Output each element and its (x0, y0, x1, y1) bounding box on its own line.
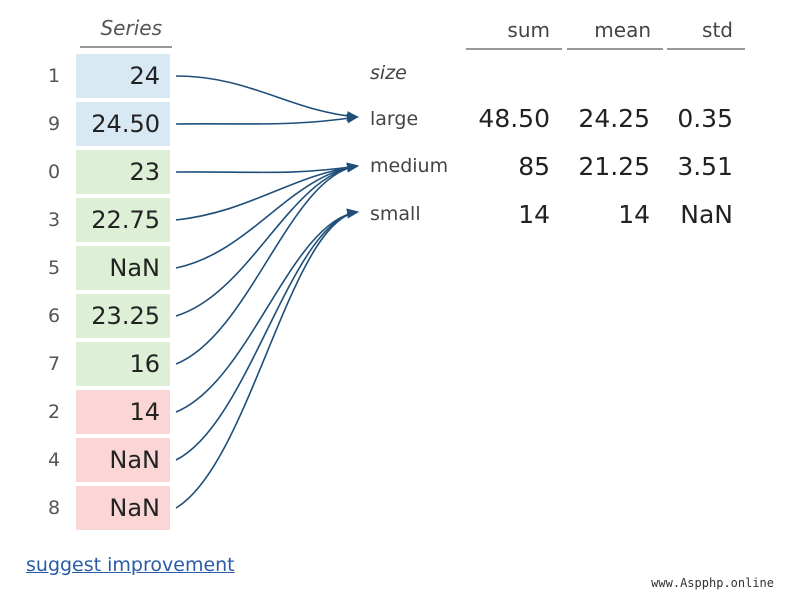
series-cell: 24 (76, 54, 170, 98)
series-cell: 16 (76, 342, 170, 386)
grouping-arrow (175, 162, 359, 365)
index-label: 2 (47, 401, 61, 423)
suggest-improvement-link[interactable]: suggest improvement (26, 554, 235, 576)
grouping-arrow (175, 162, 359, 174)
result-mean: 24.25 (578, 104, 650, 133)
index-label: 9 (47, 113, 61, 135)
grouping-arrow (175, 162, 359, 221)
column-header-mean: mean (567, 18, 663, 50)
index-label: 0 (47, 161, 61, 183)
index-label: 3 (47, 209, 61, 231)
result-std: 0.35 (677, 104, 733, 133)
series-header: Series (80, 16, 172, 48)
index-label: 8 (47, 497, 61, 519)
result-sum: 85 (518, 152, 550, 181)
grouping-arrow (175, 162, 359, 317)
grouping-arrow (175, 162, 359, 269)
group-key: small (370, 203, 421, 225)
index-name: size (370, 62, 407, 84)
series-cell: 24.50 (76, 102, 170, 146)
index-label: 5 (47, 257, 61, 279)
grouping-arrow (175, 208, 359, 509)
series-cell: NaN (76, 486, 170, 530)
series-cell: 23 (76, 150, 170, 194)
result-mean: 21.25 (578, 152, 650, 181)
index-label: 7 (47, 353, 61, 375)
result-std: 3.51 (677, 152, 733, 181)
result-sum: 48.50 (478, 104, 550, 133)
watermark: www.Aspphp.online (651, 576, 774, 590)
grouping-arrow (175, 113, 359, 125)
group-key: medium (370, 155, 449, 177)
index-label: 6 (47, 305, 61, 327)
series-cell: NaN (76, 246, 170, 290)
grouping-arrow (175, 208, 359, 413)
grouping-arrow (175, 75, 359, 122)
index-label: 4 (47, 449, 61, 471)
series-cell: 22.75 (76, 198, 170, 242)
group-key: large (370, 108, 419, 130)
grouping-arrow (175, 208, 359, 461)
result-sum: 14 (518, 200, 550, 229)
series-cell: 23.25 (76, 294, 170, 338)
index-label: 1 (47, 65, 61, 87)
result-mean: 14 (618, 200, 650, 229)
series-cell: NaN (76, 438, 170, 482)
column-header-std: std (667, 18, 745, 50)
series-cell: 14 (76, 390, 170, 434)
column-header-sum: sum (466, 18, 562, 50)
result-std: NaN (680, 200, 733, 229)
